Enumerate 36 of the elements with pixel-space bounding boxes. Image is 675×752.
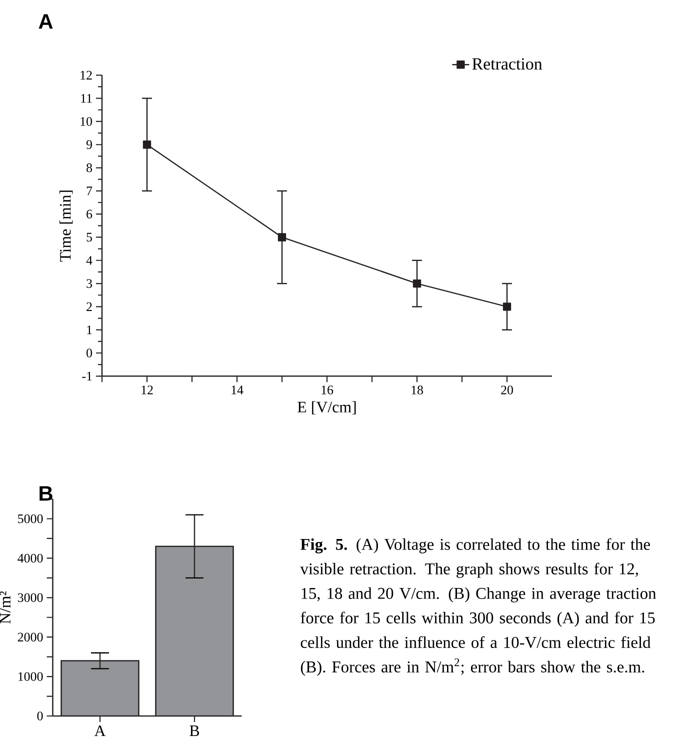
y-tick-label: 4	[86, 256, 92, 265]
y-tick-label: 3000	[18, 593, 43, 602]
x-tick-label: 18	[412, 386, 423, 394]
y-tick-label: 1	[87, 326, 92, 334]
y-axis-title: Time [min]	[60, 190, 73, 262]
x-tick-label: 20	[501, 386, 513, 394]
chart-title: A	[38, 14, 53, 29]
chart-title: B	[40, 486, 52, 501]
y-tick-label: 10	[80, 117, 92, 126]
y-tick-label: 7	[86, 186, 92, 196]
point	[278, 233, 286, 242]
y-tick-label: 6	[86, 210, 92, 218]
x-tick-label: 12	[142, 386, 153, 394]
y-tick-label: 5	[86, 232, 92, 242]
y-tick-label: 11	[81, 94, 92, 103]
y-axis-title: N/m²	[0, 591, 11, 624]
legend-label: Retraction	[472, 58, 542, 70]
y-tick-label: 0	[86, 348, 92, 358]
y-tick-label: 9	[86, 140, 92, 149]
y-tick-label: 12	[80, 70, 92, 80]
y-tick-label: 2	[86, 302, 92, 311]
x-tick-label: 14	[232, 386, 244, 394]
point	[502, 302, 512, 311]
x-tick-label: 16	[322, 386, 334, 394]
text: Fig. 5. (A) Voltage is correlated to the time for the visible retraction. The graph shows results for 12, 15, 18 and 20 V/cm. (B) Change in average traction force for 15 cells within 300 seconds (A) and for 15 cells under the influence of a 10-V/cm electric field (B). Forces are in N/m$^{2}$; error bars show the s.e.m.	[300, 538, 656, 676]
y-tick-label: 8	[86, 163, 92, 172]
y-tick-label: 2000	[18, 632, 43, 642]
y-tick-label: 4000	[18, 554, 43, 563]
y-tick-label: 3	[86, 279, 92, 288]
x-axis-title: E [V/cm]	[298, 401, 356, 414]
point	[412, 279, 422, 288]
y-tick-label: 0	[37, 712, 43, 720]
y-tick-label: 1000	[18, 672, 43, 681]
y-tick-label: 5000	[18, 514, 43, 524]
y-tick-label: -1	[82, 372, 92, 380]
point	[142, 140, 152, 149]
